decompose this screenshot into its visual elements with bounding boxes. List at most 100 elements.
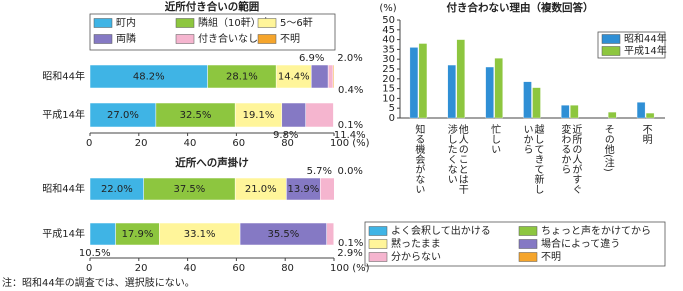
value-label: 0.1% [338, 120, 363, 131]
bar [636, 102, 646, 119]
value-label: 10.5% [79, 248, 111, 259]
x-tick-label: 40 [184, 263, 197, 274]
category-label: 忙しい [489, 123, 501, 154]
x-tick-label: 20 [135, 138, 148, 149]
x-tick-label: 20 [135, 263, 148, 274]
legend-label: 不明 [541, 251, 561, 263]
category-label: 昭和44年 [42, 70, 85, 83]
value-label: 27.0% [107, 110, 139, 121]
bar-segment [281, 102, 306, 128]
value-label: 11.4% [334, 130, 366, 141]
value-label: 0.1% [338, 238, 363, 249]
x-tick-label: 0 [86, 263, 92, 274]
bar-segment [305, 102, 334, 128]
bar-segment [327, 64, 334, 89]
x-tick-label: 100 (%) [330, 138, 370, 149]
bar-segment [89, 222, 116, 246]
value-label: 5.7% [307, 166, 332, 177]
legend-swatch [175, 34, 195, 44]
bar-segment [311, 64, 329, 89]
legend-swatch [601, 46, 621, 56]
y-tick-label: 40 [382, 35, 395, 46]
legend-swatch [93, 18, 113, 28]
category-label: 越してきて新しいから [521, 123, 544, 194]
bar [447, 64, 456, 119]
value-label: 13.9% [287, 184, 319, 195]
value-label: 32.5% [180, 110, 212, 121]
y-tick-label: 50 [382, 15, 395, 26]
category-label: 近所の人がすぐ変わるから [559, 123, 582, 194]
legend-swatch [93, 34, 113, 44]
category-label: その他(注) [602, 124, 614, 172]
legend-label: 付き合いなし [198, 32, 258, 45]
bar [570, 105, 579, 119]
value-label: 2.9% [337, 248, 362, 259]
value-label: 28.1% [226, 72, 258, 83]
legend-label: 町内 [116, 16, 136, 29]
legend-label: 昭和44年 [624, 32, 667, 45]
value-label: 22.0% [101, 184, 133, 195]
value-label: 0.0% [338, 166, 363, 177]
x-tick-label: 60 [232, 138, 245, 149]
value-label: 19.1% [243, 110, 275, 121]
category-label: 昭和44年 [42, 182, 85, 195]
value-label: 14.4% [278, 72, 310, 83]
x-tick-label: 80 [281, 138, 294, 149]
category-label: 平成14年 [42, 108, 85, 121]
value-label: 9.8% [273, 130, 298, 141]
legend-label: 隣組（10軒）内 [198, 16, 271, 29]
bar-segment [326, 222, 335, 246]
legend-swatch [368, 252, 388, 262]
bar [608, 111, 617, 119]
value-label: 17.9% [122, 229, 154, 240]
x-tick-label: 0 [86, 138, 92, 149]
y-tick-label: 0 [389, 113, 395, 124]
legend-label: 場合によって違う [541, 237, 620, 250]
bar [523, 81, 532, 119]
value-label: 0.4% [338, 85, 363, 96]
category-label: 他人のことは干渉したくない [445, 123, 468, 195]
legend-swatch [175, 18, 195, 28]
y-tick-label: 35 [382, 44, 395, 55]
y-tick-label: 25 [382, 64, 395, 75]
bar [485, 66, 494, 119]
y-tick-label: 30 [382, 54, 395, 65]
legend-swatch [368, 226, 388, 236]
category-label: 平成14年 [42, 227, 85, 240]
y-tick-label: 20 [382, 74, 395, 85]
chart-title: 近所への声掛け [175, 156, 249, 169]
legend-swatch [518, 239, 538, 249]
legend-swatch [257, 34, 277, 44]
bar [418, 43, 428, 119]
value-label: 2.0% [337, 53, 362, 64]
x-tick-label: 40 [184, 138, 197, 149]
chart-title: 付き合わない理由（複数回答） [447, 1, 594, 14]
bar [409, 47, 419, 119]
y-tick-label: 5 [389, 103, 395, 114]
bar [456, 39, 465, 119]
legend-box [89, 13, 336, 51]
bar-segment [320, 177, 335, 201]
legend-label: 5～6軒 [280, 17, 313, 29]
legend-label: 両隣 [116, 32, 136, 45]
bar-segment [89, 102, 157, 128]
x-tick-label: 100 (%) [330, 263, 370, 274]
legend-label: 平成14年 [624, 44, 667, 57]
legend-swatch [368, 239, 388, 249]
y-tick-label: 45 [382, 25, 395, 36]
chart-title: 近所付き合いの範囲 [165, 0, 260, 13]
legend-label: 不明 [280, 33, 300, 45]
legend-swatch [518, 226, 538, 236]
bar [645, 112, 655, 119]
note: 注：昭和44年の調査では、選択肢にない。 [2, 276, 195, 289]
value-label: 37.5% [174, 184, 206, 195]
value-label: 35.5% [267, 229, 299, 240]
bar [532, 87, 541, 119]
legend-label: 黙ったまま [391, 238, 441, 250]
category-label: 不明 [640, 124, 652, 145]
bar [494, 58, 503, 119]
value-label: 33.1% [184, 229, 216, 240]
value-label: 48.2% [133, 72, 165, 83]
bar [561, 105, 570, 119]
